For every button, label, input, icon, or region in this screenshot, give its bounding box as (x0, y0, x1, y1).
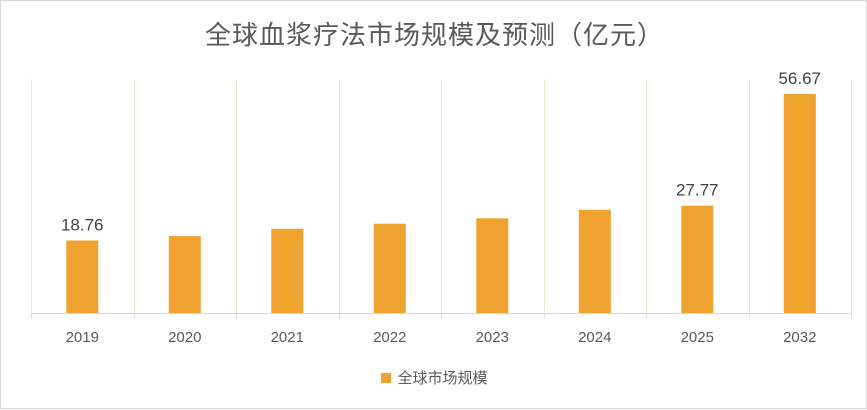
x-tick-label-2024: 2024 (578, 329, 611, 346)
data-label-2025: 27.77 (676, 181, 719, 200)
bar-2020 (168, 236, 201, 313)
bar-2022 (373, 223, 406, 313)
bar-2032 (783, 94, 816, 313)
x-tick-label-2021: 2021 (271, 329, 304, 346)
data-label-2032: 56.67 (778, 69, 821, 88)
x-tick-label-2019: 2019 (66, 329, 99, 346)
x-tick-label-2020: 2020 (168, 329, 201, 346)
data-label-2019: 18.76 (61, 216, 104, 235)
legend-label: 全球市场规模 (397, 369, 488, 387)
x-tick-label-2022: 2022 (373, 329, 406, 346)
chart-legend: 全球市场规模 (1, 367, 867, 388)
x-tick-label-2025: 2025 (681, 329, 714, 346)
chart-title: 全球血浆疗法市场规模及预测（亿元） (204, 21, 664, 51)
x-tick-label-2023: 2023 (476, 329, 509, 346)
x-tick-label-2032: 2032 (783, 329, 816, 346)
bar-2024 (578, 209, 611, 313)
bar-2021 (271, 228, 304, 313)
legend-swatch (381, 373, 392, 383)
bar-2025 (681, 205, 714, 313)
bar-2019 (66, 240, 99, 313)
bar-2023 (476, 218, 509, 313)
